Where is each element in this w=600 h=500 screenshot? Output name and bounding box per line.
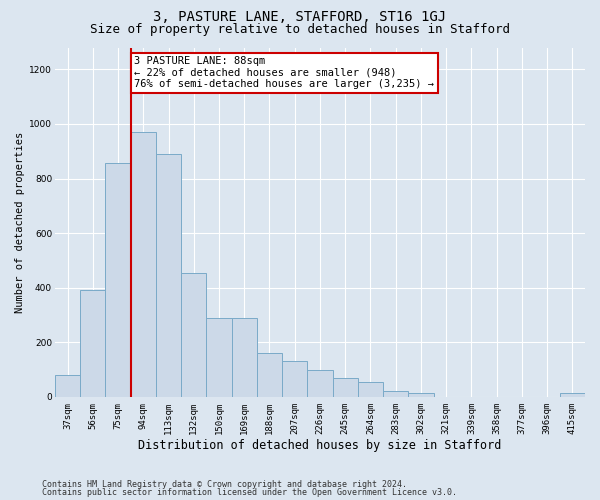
Bar <box>358 382 383 397</box>
Bar <box>106 164 131 397</box>
Bar <box>409 392 434 397</box>
Bar <box>156 154 181 397</box>
Bar <box>80 290 106 397</box>
Text: Contains public sector information licensed under the Open Government Licence v3: Contains public sector information licen… <box>42 488 457 497</box>
Bar <box>181 272 206 397</box>
Y-axis label: Number of detached properties: Number of detached properties <box>15 132 25 313</box>
Bar <box>257 353 282 397</box>
Bar <box>307 370 332 397</box>
Text: 3, PASTURE LANE, STAFFORD, ST16 1GJ: 3, PASTURE LANE, STAFFORD, ST16 1GJ <box>154 10 446 24</box>
Text: Contains HM Land Registry data © Crown copyright and database right 2024.: Contains HM Land Registry data © Crown c… <box>42 480 407 489</box>
Bar <box>332 378 358 397</box>
Bar <box>131 132 156 397</box>
Bar <box>560 392 585 397</box>
Bar <box>55 375 80 397</box>
Text: Size of property relative to detached houses in Stafford: Size of property relative to detached ho… <box>90 22 510 36</box>
Bar <box>383 392 409 397</box>
Text: 3 PASTURE LANE: 88sqm
← 22% of detached houses are smaller (948)
76% of semi-det: 3 PASTURE LANE: 88sqm ← 22% of detached … <box>134 56 434 90</box>
Bar <box>232 318 257 397</box>
Bar <box>206 318 232 397</box>
Bar <box>282 362 307 397</box>
X-axis label: Distribution of detached houses by size in Stafford: Distribution of detached houses by size … <box>138 440 502 452</box>
